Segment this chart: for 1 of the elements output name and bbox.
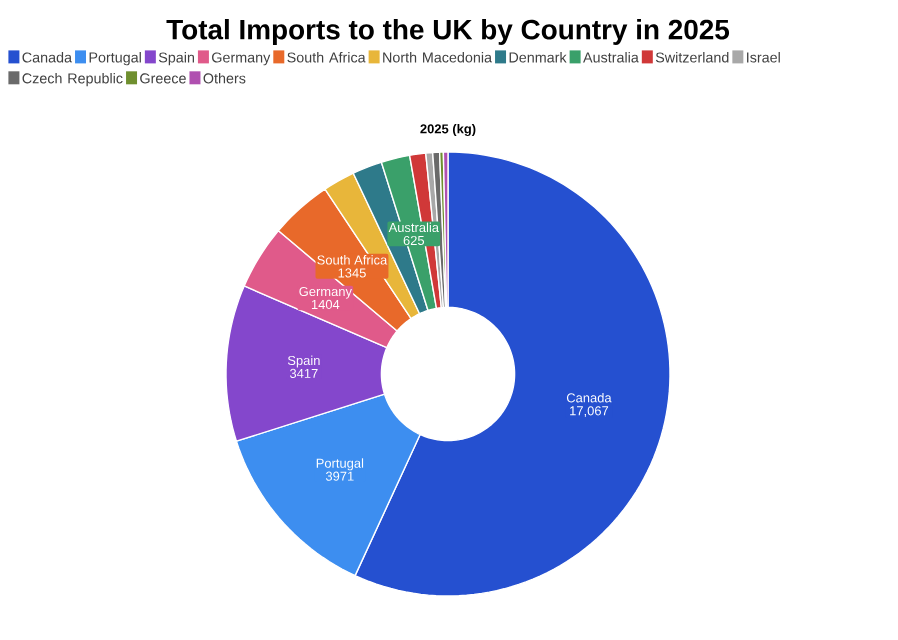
chart-title: Total Imports to the UK by Country in 2025	[166, 18, 730, 45]
